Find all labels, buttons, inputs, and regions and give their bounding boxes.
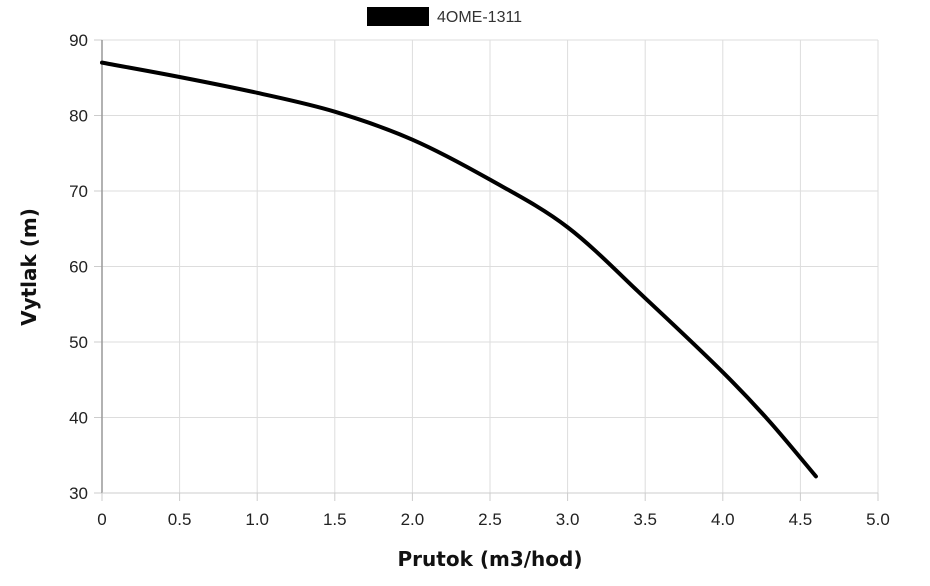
- x-tick-label: 5.0: [866, 510, 890, 529]
- x-tick-label: 3.0: [556, 510, 580, 529]
- y-tick-label: 40: [69, 409, 88, 428]
- axes: [94, 39, 879, 501]
- x-tick-label: 0: [97, 510, 106, 529]
- x-tick-labels: 0 0.5 1.0 1.5 2.0 2.5 3.0 3.5 4.0 4.5 5.0: [97, 510, 890, 529]
- y-tick-label: 90: [69, 31, 88, 50]
- legend[interactable]: 4OME-1311: [367, 7, 522, 26]
- y-tick-label: 60: [69, 258, 88, 277]
- y-tick-label: 70: [69, 182, 88, 201]
- x-tick-label: 1.0: [245, 510, 269, 529]
- x-tick-label: 1.5: [323, 510, 347, 529]
- x-tick-label: 2.5: [478, 510, 502, 529]
- series-line-0: [100, 60, 818, 479]
- legend-label: 4OME-1311: [437, 9, 522, 26]
- x-tick-label: 4.0: [711, 510, 735, 529]
- y-tick-label: 50: [69, 333, 88, 352]
- x-tick-label: 4.5: [789, 510, 813, 529]
- y-axis-title: Vytlak (m): [17, 208, 41, 326]
- series-lines: [100, 60, 818, 479]
- x-tick-label: 0.5: [168, 510, 192, 529]
- legend-swatch: [367, 7, 429, 26]
- x-tick-label: 3.5: [633, 510, 657, 529]
- grid-lines: [102, 39, 879, 493]
- x-axis-title: Prutok (m3/hod): [398, 547, 583, 571]
- x-tick-label: 2.0: [401, 510, 425, 529]
- y-tick-labels: 30 40 50 60 70 80 90: [69, 31, 88, 503]
- y-tick-label: 30: [69, 484, 88, 503]
- y-tick-label: 80: [69, 107, 88, 126]
